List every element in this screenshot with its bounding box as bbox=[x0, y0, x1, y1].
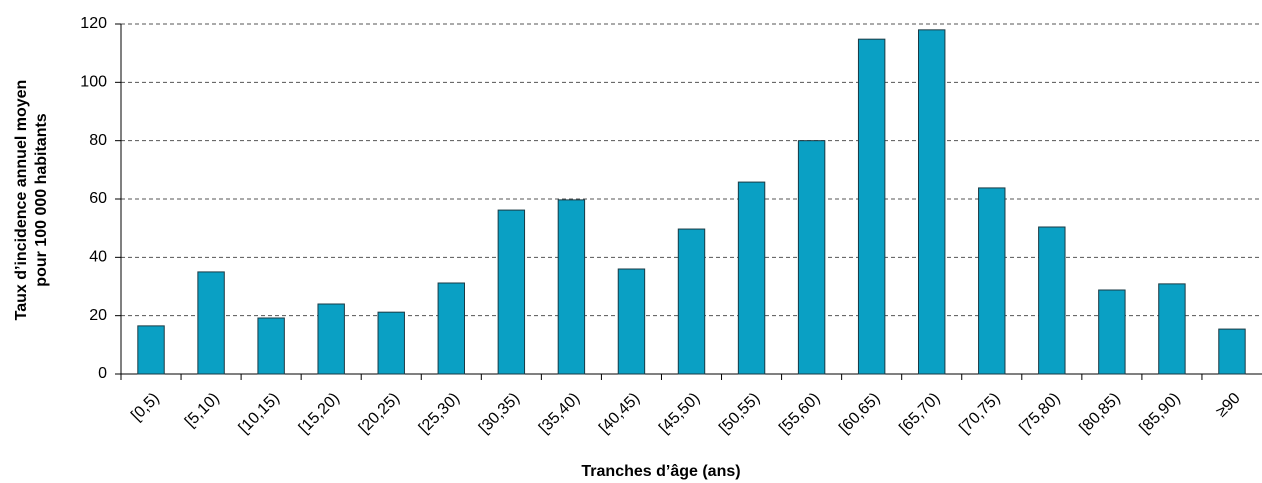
bar bbox=[377, 311, 405, 375]
x-tick-label: [15,20) bbox=[296, 390, 343, 437]
bar bbox=[1098, 289, 1126, 375]
bar bbox=[1218, 328, 1246, 375]
bar bbox=[437, 282, 466, 375]
x-tick-label: [20,25) bbox=[356, 390, 403, 437]
y-tick-label: 120 bbox=[80, 15, 107, 32]
x-tick-label: [45,50) bbox=[656, 390, 703, 437]
y-axis-label: Taux d’incidence annuel moyen bbox=[13, 80, 30, 321]
x-tick-label: [0,5) bbox=[128, 390, 163, 425]
bar bbox=[917, 29, 946, 375]
x-axis-label: Tranches d’âge (ans) bbox=[581, 463, 740, 480]
y-tick-label: 100 bbox=[80, 74, 107, 91]
x-tick-label: [85,90) bbox=[1136, 390, 1183, 437]
bar bbox=[857, 38, 886, 375]
bar bbox=[677, 228, 706, 375]
bar bbox=[617, 268, 646, 375]
x-tick-label: [35,40) bbox=[536, 390, 583, 437]
x-tick-label: [10,15) bbox=[236, 390, 283, 437]
y-tick-label: 0 bbox=[98, 365, 107, 382]
x-tick-label: [75,80) bbox=[1016, 390, 1063, 437]
x-tick-label: [50,55) bbox=[716, 390, 763, 437]
x-tick-label: [60,65) bbox=[836, 390, 883, 437]
y-axis-label: pour 100 000 habitants bbox=[33, 113, 50, 286]
y-tick-label: 80 bbox=[89, 132, 107, 149]
bar bbox=[978, 187, 1006, 375]
x-tick-label: [70,75) bbox=[956, 390, 1003, 437]
x-tick-label: [65,70) bbox=[896, 390, 943, 437]
y-tick-label: 40 bbox=[89, 249, 107, 266]
bar bbox=[197, 271, 225, 375]
x-tick-label: [55,60) bbox=[776, 390, 823, 437]
y-tick-label: 20 bbox=[89, 307, 107, 324]
bar bbox=[557, 199, 586, 375]
bar bbox=[497, 209, 526, 375]
y-tick-label: 60 bbox=[89, 190, 107, 207]
x-tick-label: [80,85) bbox=[1076, 390, 1123, 437]
bar bbox=[1158, 283, 1186, 375]
x-tick-label: [5,10) bbox=[182, 390, 223, 431]
bar bbox=[137, 325, 165, 375]
bar bbox=[737, 181, 766, 375]
bar bbox=[257, 317, 285, 375]
bar bbox=[797, 140, 826, 375]
x-tick-label: [25,30) bbox=[416, 390, 463, 437]
bar bbox=[1038, 226, 1066, 375]
x-tick-label: [30,35) bbox=[476, 390, 523, 437]
x-tick-label: [40,45) bbox=[596, 390, 643, 437]
x-tick-label: ≥90 bbox=[1213, 390, 1244, 421]
bar bbox=[317, 303, 345, 375]
